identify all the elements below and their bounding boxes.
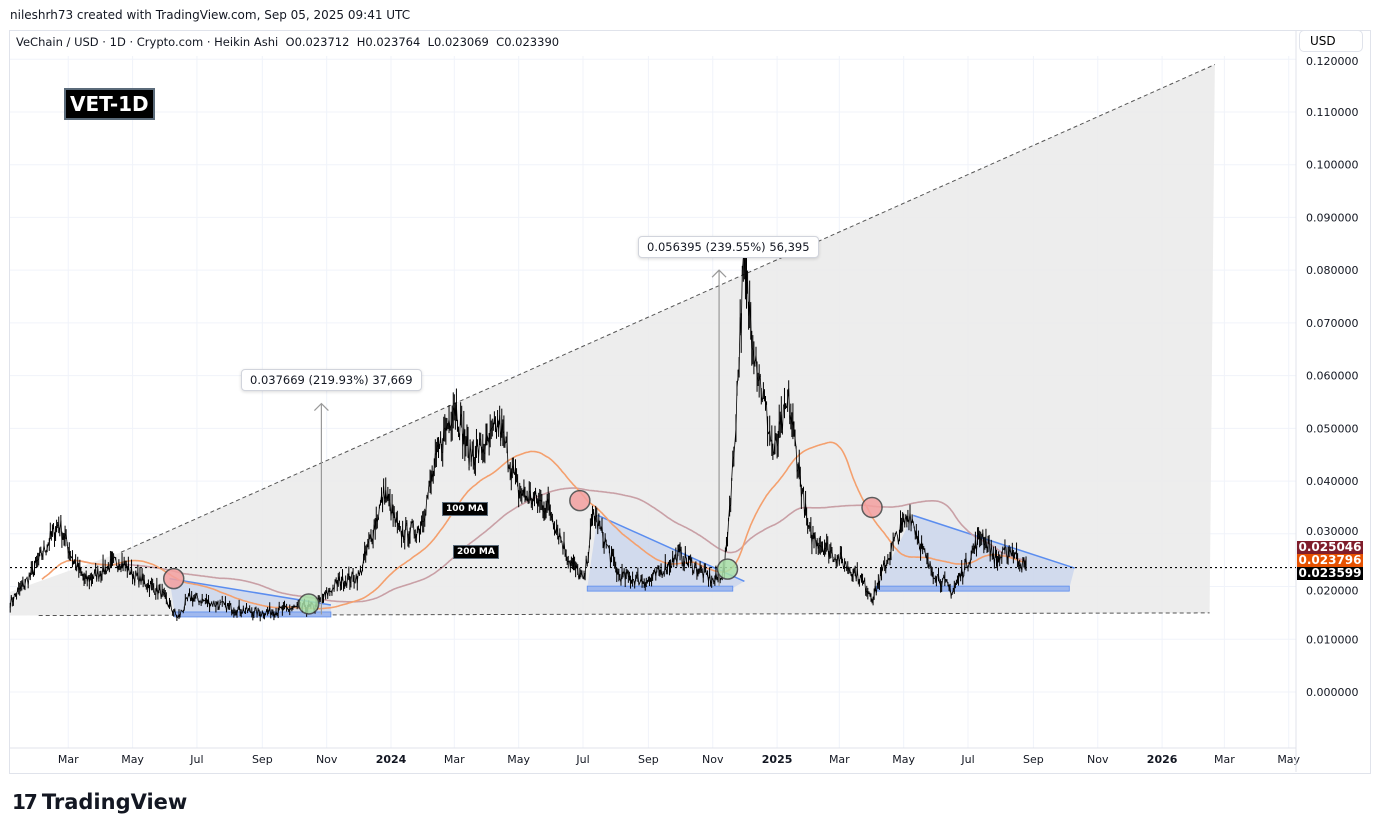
- x-tick-label: Mar: [1214, 753, 1235, 766]
- y-tick-label: 0.070000: [1306, 317, 1359, 330]
- price-tag-100ma: 0.023796: [1297, 553, 1363, 567]
- symbol-badge: VET-1D: [64, 88, 155, 120]
- y-tick-label: 0.110000: [1306, 106, 1359, 119]
- price-tag-200ma: 0.025046: [1297, 540, 1363, 554]
- x-tick-label: Jul: [575, 753, 589, 766]
- x-tick-label: Sep: [638, 753, 659, 766]
- x-tick-label: Jul: [960, 753, 974, 766]
- upper-trendline: [120, 64, 1216, 553]
- bearish-signal-marker: [861, 496, 883, 519]
- measure-arrowhead-icon: [711, 269, 727, 278]
- x-tick-label: 2024: [376, 753, 407, 766]
- bullish-signal-marker: [716, 558, 739, 580]
- x-tick-label: 2025: [762, 753, 793, 766]
- bearish-signal-marker: [569, 489, 591, 512]
- y-tick-label: 0.100000: [1306, 159, 1359, 172]
- y-tick-label: 0.030000: [1306, 525, 1359, 538]
- triangle-fill: [10, 64, 1215, 616]
- y-tick-label: 0.060000: [1306, 370, 1359, 383]
- ma200-label: 200 MA: [453, 545, 499, 559]
- y-tick-label: 0.020000: [1306, 585, 1359, 598]
- x-tick-label: 2026: [1147, 753, 1178, 766]
- symbol-legend: VeChain / USD · 1D · Crypto.com · Heikin…: [16, 35, 560, 49]
- y-tick-label: 0.090000: [1306, 211, 1359, 224]
- x-tick-label: Nov: [702, 753, 724, 766]
- x-tick-label: May: [507, 753, 530, 766]
- price-line: [9, 256, 1027, 619]
- wedge-fill: [876, 515, 1075, 589]
- measure-label-1: 0.037669 (219.93%) 37,669: [241, 369, 422, 391]
- brand-name: TradingView: [41, 790, 188, 814]
- y-tick-label: 0.120000: [1306, 55, 1359, 68]
- wedge-support-zone: [875, 585, 1070, 592]
- chart-credit: nileshrh73 created with TradingView.com,…: [10, 8, 411, 22]
- x-tick-label: May: [121, 753, 144, 766]
- x-tick-label: Mar: [58, 753, 79, 766]
- x-tick-label: Sep: [252, 753, 273, 766]
- wedge-support-zone: [586, 585, 734, 592]
- bullish-signal-marker: [297, 593, 320, 615]
- measure-arrowhead-icon: [313, 402, 329, 411]
- tradingview-logo[interactable]: 17 TradingView: [12, 790, 187, 814]
- y-tick-label: 0.040000: [1306, 475, 1359, 488]
- ma100-label: 100 MA: [442, 502, 488, 516]
- x-tick-label: May: [892, 753, 915, 766]
- y-tick-label: 0.050000: [1306, 422, 1359, 435]
- chart-frame[interactable]: [9, 30, 1371, 774]
- x-tick-label: Jul: [189, 753, 203, 766]
- x-tick-label: Nov: [1087, 753, 1109, 766]
- bearish-signal-marker: [162, 567, 185, 590]
- tradingview-logo-icon: 17: [12, 790, 38, 814]
- y-tick-label: 0.000000: [1306, 686, 1359, 699]
- wedge-resistance-line: [912, 514, 1075, 569]
- x-tick-label: Mar: [444, 753, 465, 766]
- currency-button[interactable]: USD: [1299, 30, 1363, 52]
- x-tick-label: Mar: [829, 753, 850, 766]
- y-tick-label: 0.080000: [1306, 264, 1359, 277]
- x-tick-label: May: [1277, 753, 1300, 766]
- price-tag-last: 0.023599: [1297, 566, 1363, 580]
- y-tick-label: 0.010000: [1306, 633, 1359, 646]
- lower-trendline: [38, 612, 1210, 617]
- x-tick-label: Nov: [316, 753, 338, 766]
- measure-label-2: 0.056395 (239.55%) 56,395: [638, 236, 819, 258]
- x-tick-label: Sep: [1023, 753, 1044, 766]
- ma100-line: [41, 441, 1027, 610]
